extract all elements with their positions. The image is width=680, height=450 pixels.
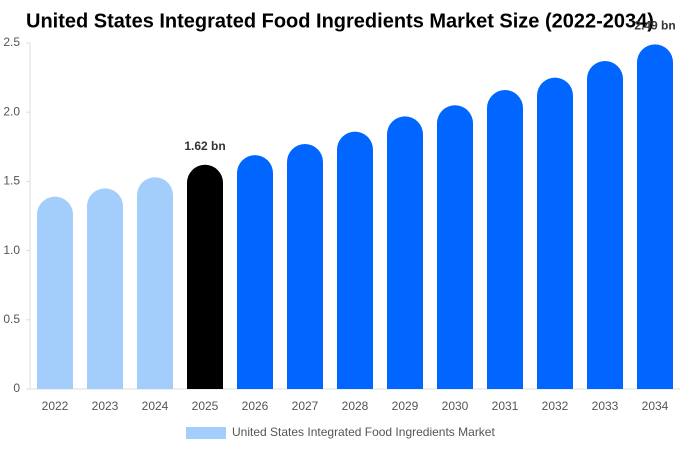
bar (487, 90, 523, 390)
x-tick-label: 2023 (92, 399, 119, 413)
x-tick-label: 2034 (642, 399, 669, 413)
y-tick-label: 2.0 (3, 104, 20, 118)
value-label: 1.62 bn (184, 139, 225, 153)
x-tick-label: 2027 (292, 399, 319, 413)
x-tick-label: 2028 (342, 399, 369, 413)
bar (187, 164, 223, 389)
bar (137, 177, 173, 389)
bar (237, 155, 273, 389)
x-tick-label: 2025 (192, 399, 219, 413)
x-tick-label: 2022 (42, 399, 69, 413)
x-tick-label: 2026 (242, 399, 269, 413)
y-tick-label: 2.5 (3, 35, 20, 49)
x-tick-label: 2033 (592, 399, 619, 413)
x-tick-label: 2031 (492, 399, 519, 413)
bar (587, 60, 623, 389)
bar (37, 196, 73, 389)
bar (387, 116, 423, 390)
y-tick-label: 0 (13, 381, 20, 395)
chart-title: United States Integrated Food Ingredient… (26, 10, 654, 32)
bar (637, 44, 673, 389)
x-tick-label: 2024 (142, 399, 169, 413)
bar (437, 105, 473, 389)
legend-swatch (186, 427, 226, 439)
y-tick-label: 0.5 (3, 312, 20, 326)
x-tick-label: 2029 (392, 399, 419, 413)
y-tick-label: 1.0 (3, 243, 20, 257)
bar (287, 144, 323, 389)
legend-label: United States Integrated Food Ingredient… (232, 425, 495, 439)
bar (337, 131, 373, 390)
bar (87, 188, 123, 389)
value-label: 2.49 bn (634, 19, 675, 33)
bar (537, 77, 573, 389)
y-tick-label: 1.5 (3, 174, 20, 188)
x-tick-label: 2032 (542, 399, 569, 413)
x-tick-label: 2030 (442, 399, 469, 413)
